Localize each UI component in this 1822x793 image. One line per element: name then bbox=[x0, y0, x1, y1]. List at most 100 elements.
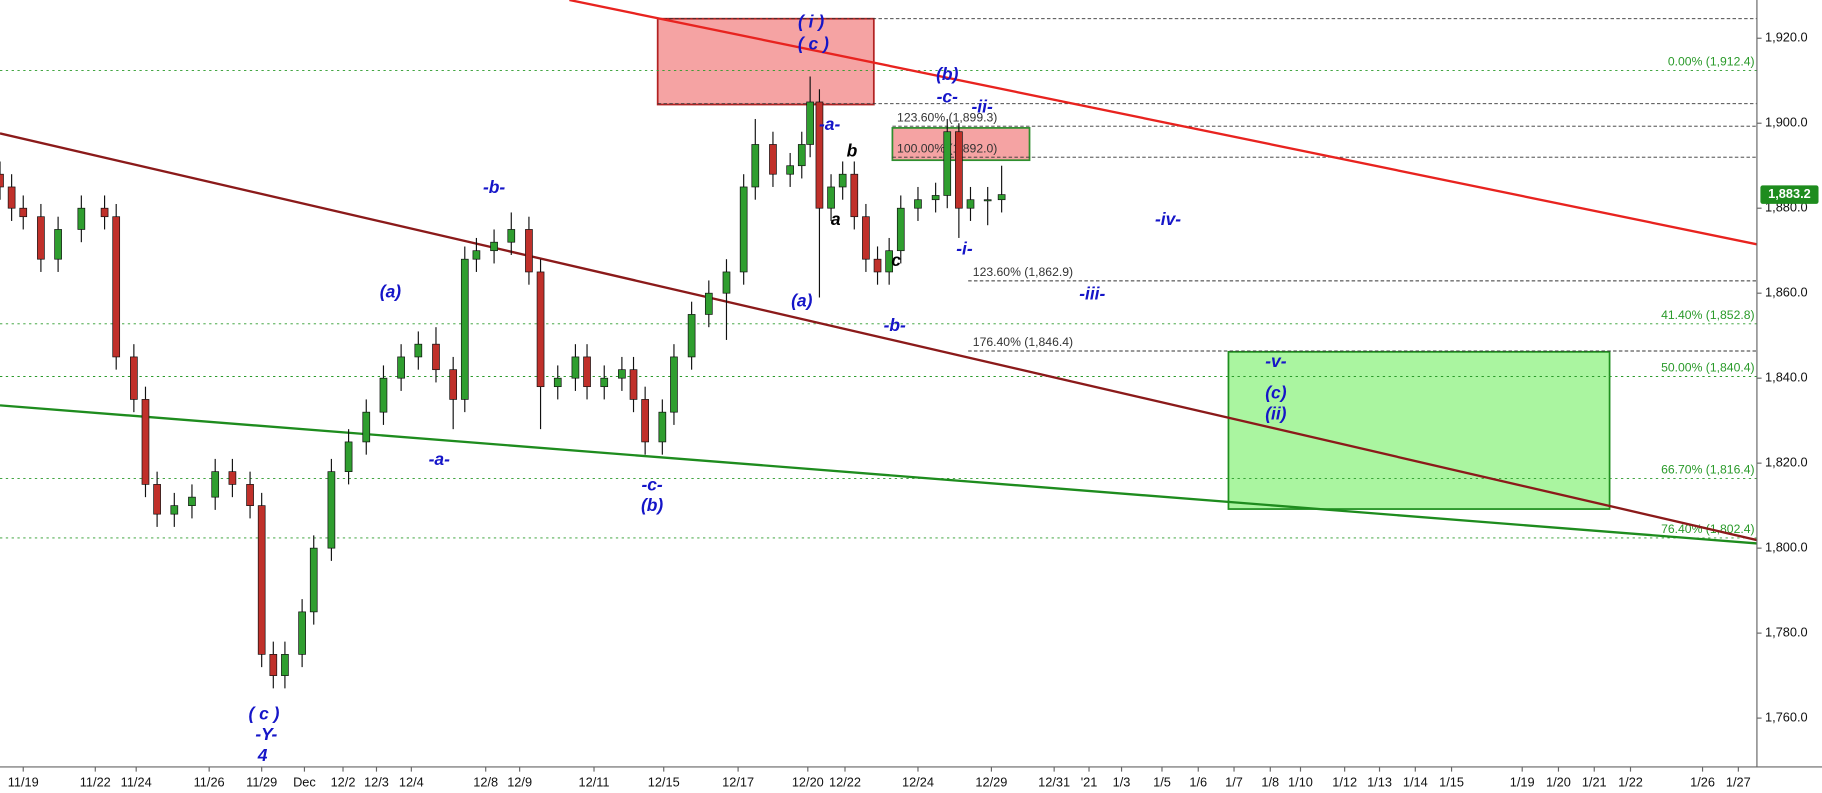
last-price-label: 1,883.2 bbox=[1768, 186, 1811, 201]
candle-body bbox=[507, 229, 516, 243]
zone bbox=[1227, 350, 1611, 510]
candle-body bbox=[629, 369, 638, 400]
x-tick-label: 12/31 bbox=[1038, 775, 1070, 790]
candle-body bbox=[100, 207, 109, 218]
x-tick-label: 1/10 bbox=[1288, 775, 1313, 790]
x-tick-label: 12/29 bbox=[975, 775, 1007, 790]
candle-body bbox=[188, 496, 196, 506]
wave-label: -b- bbox=[483, 177, 505, 197]
candle-body bbox=[827, 186, 835, 209]
x-tick-label: 12/17 bbox=[722, 775, 754, 790]
candle-body bbox=[362, 411, 371, 443]
candle-body bbox=[54, 229, 62, 260]
candle-body bbox=[618, 369, 626, 379]
candle-body bbox=[298, 611, 306, 655]
y-tick-label: 1,920.0 bbox=[1765, 30, 1808, 45]
y-tick-label: 1,860.0 bbox=[1765, 285, 1808, 300]
candle-body bbox=[658, 411, 667, 443]
candle-body bbox=[687, 314, 696, 358]
wave-label: -c- bbox=[937, 86, 958, 106]
wave-label: c bbox=[891, 250, 901, 270]
candle-body bbox=[536, 271, 545, 388]
wave-label: ( i ) bbox=[798, 12, 824, 32]
candle-body bbox=[943, 131, 952, 196]
candle-body bbox=[955, 131, 963, 209]
wave-label: ( c ) bbox=[798, 34, 829, 54]
candle-body bbox=[170, 505, 179, 515]
trend-line bbox=[569, 0, 1757, 246]
candle-body bbox=[983, 199, 992, 202]
candle-body bbox=[896, 207, 905, 252]
candle-body bbox=[449, 369, 458, 400]
candle-body bbox=[37, 216, 45, 260]
wave-label: -iv- bbox=[1155, 209, 1181, 229]
candle-body bbox=[641, 399, 649, 443]
candle-body bbox=[931, 195, 940, 201]
candle-body bbox=[769, 144, 777, 175]
y-tick-label: 1,840.0 bbox=[1765, 370, 1808, 385]
candle-body bbox=[269, 654, 278, 676]
candle-body bbox=[344, 441, 353, 473]
y-tick-label: 1,820.0 bbox=[1765, 455, 1808, 470]
x-tick-label: 1/26 bbox=[1690, 775, 1715, 790]
x-tick-label: 1/20 bbox=[1546, 775, 1571, 790]
candle-body bbox=[797, 144, 806, 167]
candle-body bbox=[141, 399, 150, 485]
x-tick-label: 1/15 bbox=[1439, 775, 1464, 790]
x-tick-label: 12/22 bbox=[829, 775, 861, 790]
x-tick-label: 11/26 bbox=[194, 775, 225, 790]
wave-label: -iii- bbox=[1079, 283, 1105, 303]
y-tick-label: 1,780.0 bbox=[1765, 624, 1808, 639]
wave-label: (ii) bbox=[1265, 403, 1286, 423]
x-tick-label: 12/9 bbox=[507, 775, 532, 790]
candle-body bbox=[885, 250, 893, 273]
candle-body bbox=[246, 484, 254, 506]
candle-body bbox=[379, 377, 388, 413]
candle-body bbox=[722, 271, 731, 294]
candle-body bbox=[525, 229, 533, 273]
candle-body bbox=[153, 484, 161, 515]
trend-line bbox=[0, 132, 1757, 542]
level-label: 66.70% (1,816.4) bbox=[1661, 463, 1755, 477]
candle-body bbox=[786, 165, 794, 175]
wave-label: -ii- bbox=[971, 97, 992, 117]
x-tick-label: '21 bbox=[1081, 775, 1098, 790]
x-tick-label: 1/14 bbox=[1403, 775, 1428, 790]
x-tick-label: 12/20 bbox=[792, 775, 824, 790]
x-tick-label: 11/19 bbox=[8, 775, 39, 790]
wave-label: b bbox=[847, 141, 858, 161]
x-tick-label: 1/7 bbox=[1225, 775, 1243, 790]
x-tick-label: 1/12 bbox=[1332, 775, 1357, 790]
x-tick-label: 1/22 bbox=[1618, 775, 1643, 790]
x-tick-label: 12/15 bbox=[648, 775, 680, 790]
level-label: 0.00% (1,912.4) bbox=[1668, 55, 1755, 69]
wave-label: (b) bbox=[936, 64, 958, 84]
wave-label: -v- bbox=[1265, 351, 1286, 371]
wave-label: -i- bbox=[956, 238, 973, 258]
candle-body bbox=[432, 343, 440, 371]
candle-body bbox=[257, 505, 266, 655]
candle-body bbox=[873, 258, 882, 273]
wave-label: (a) bbox=[380, 281, 401, 301]
wave-label: 4 bbox=[257, 745, 268, 765]
level-label: 176.40% (1,846.4) bbox=[973, 335, 1073, 349]
candle-body bbox=[815, 101, 824, 209]
candle-body bbox=[670, 356, 678, 413]
candle-body bbox=[704, 292, 713, 315]
level-label: 50.00% (1,840.4) bbox=[1661, 361, 1755, 375]
x-tick-label: 12/2 bbox=[331, 775, 356, 790]
x-tick-label: 1/13 bbox=[1367, 775, 1392, 790]
candle-body bbox=[600, 377, 609, 388]
wave-label: ( c ) bbox=[249, 703, 280, 723]
candle-body bbox=[281, 654, 289, 676]
candle-body bbox=[19, 207, 28, 218]
wave-label: -a- bbox=[429, 449, 450, 469]
candle-body bbox=[130, 356, 138, 400]
x-tick-label: 11/29 bbox=[246, 775, 277, 790]
wave-label: (c) bbox=[1265, 383, 1286, 403]
x-tick-label: 12/11 bbox=[579, 775, 610, 790]
y-tick-label: 1,800.0 bbox=[1765, 540, 1808, 555]
candle-body bbox=[460, 258, 469, 400]
